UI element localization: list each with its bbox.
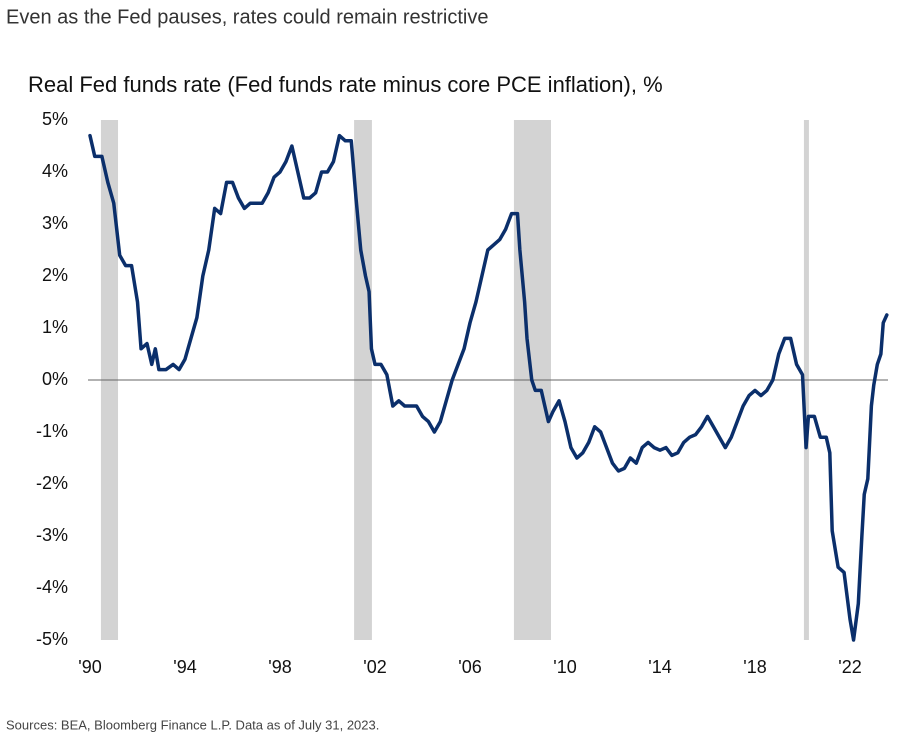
x-tick-label: '18 (743, 657, 766, 677)
y-tick-label: 3% (42, 213, 68, 233)
x-tick-label: '10 (553, 657, 576, 677)
chart-title: Even as the Fed pauses, rates could rema… (6, 6, 488, 28)
y-tick-label: 2% (42, 265, 68, 285)
y-tick-label: -4% (36, 577, 68, 597)
x-tick-label: '94 (173, 657, 196, 677)
x-tick-label: '22 (838, 657, 861, 677)
x-tick-label: '06 (458, 657, 481, 677)
data-line (88, 133, 889, 642)
y-tick-label: 1% (42, 317, 68, 337)
y-tick-label: 4% (42, 161, 68, 181)
y-tick-label: 0% (42, 369, 68, 389)
x-tick-label: '14 (648, 657, 671, 677)
y-tick-label: -1% (36, 421, 68, 441)
chart-subtitle: Real Fed funds rate (Fed funds rate minu… (28, 72, 663, 97)
y-tick-label: -5% (36, 629, 68, 649)
y-tick-label: 5% (42, 109, 68, 129)
y-tick-label: -3% (36, 525, 68, 545)
x-tick-label: '98 (268, 657, 291, 677)
x-tick-label: '02 (363, 657, 386, 677)
y-tick-label: -2% (36, 473, 68, 493)
x-tick-label: '90 (78, 657, 101, 677)
source-note: Sources: BEA, Bloomberg Finance L.P. Dat… (6, 717, 379, 732)
